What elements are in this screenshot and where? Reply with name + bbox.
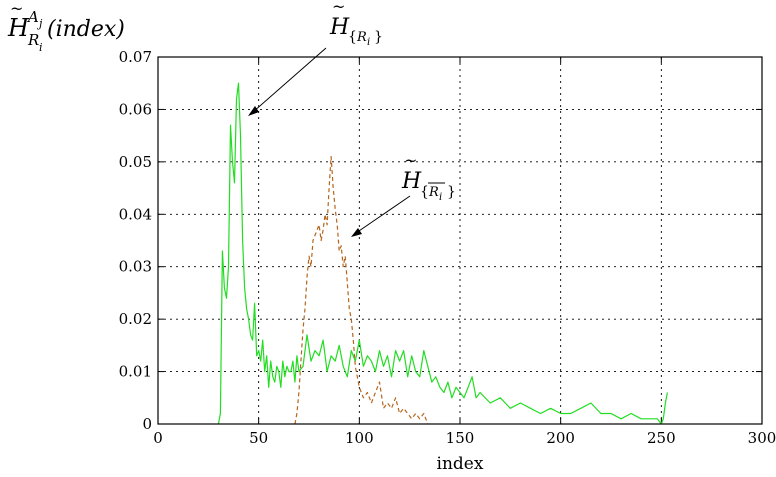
- x-axis-label: index: [437, 454, 484, 474]
- ylabel-tilde: ~: [10, 0, 23, 18]
- ylabel-base: H: [7, 14, 30, 42]
- y-axis-label: H ~ A j R i (index): [7, 0, 125, 54]
- ylabel-sub: R: [27, 31, 39, 49]
- annotation2-close: }: [447, 184, 456, 200]
- annotation-series2: H ~ { R i }: [401, 151, 456, 203]
- ylabel-sup: A: [26, 8, 39, 26]
- y-tick-label: 0.03: [119, 258, 152, 276]
- annotation2-arrow: [351, 195, 411, 237]
- y-tick-label: 0.01: [119, 363, 152, 381]
- ylabel-arg: (index): [47, 17, 125, 42]
- annotation-series1: H ~ { R i }: [329, 0, 383, 48]
- y-tick-label: 0.07: [119, 48, 152, 66]
- series-line-2: [294, 156, 429, 425]
- annotation1-close: }: [374, 29, 383, 45]
- annotation2-open: {: [420, 184, 429, 200]
- annotation2-sub: R: [428, 185, 439, 200]
- annotation2-tilde: ~: [404, 151, 417, 170]
- annotation2-base: H: [401, 169, 422, 194]
- x-tick-label: 0: [153, 429, 163, 447]
- annotation1-arrow: [248, 47, 327, 116]
- annotation1-open: {: [348, 29, 357, 45]
- annotation2-sub-sub: i: [439, 192, 442, 203]
- ylabel-sup-sub: j: [36, 17, 43, 30]
- tick-labels: 0 50 100 150 200 250 300 0 0.01 0.02 0.03 0.04 0.05 0…: [119, 48, 776, 447]
- x-tick-label: 150: [446, 429, 475, 447]
- y-tick-label: 0.02: [119, 310, 152, 328]
- y-tick-label: 0: [142, 415, 152, 433]
- plot-lines: [217, 82, 668, 425]
- x-tick-label: 100: [345, 429, 374, 447]
- annotation1-sub: R: [356, 30, 367, 45]
- ylabel-sub-sub: i: [39, 41, 43, 54]
- x-tick-label: 300: [748, 429, 776, 447]
- plot-frame: [157, 56, 763, 425]
- x-tick-label: 200: [546, 429, 575, 447]
- annotation1-sub-sub: i: [367, 37, 370, 48]
- annotation1-tilde: ~: [332, 0, 345, 16]
- y-tick-label: 0.05: [119, 153, 152, 171]
- y-tick-label: 0.04: [119, 205, 152, 223]
- y-tick-label: 0.06: [119, 100, 152, 118]
- annotation1-base: H: [329, 15, 350, 40]
- x-tick-label: 250: [647, 429, 676, 447]
- x-tick-label: 50: [249, 429, 268, 447]
- series-line-1: [217, 82, 668, 425]
- grid: [157, 56, 763, 425]
